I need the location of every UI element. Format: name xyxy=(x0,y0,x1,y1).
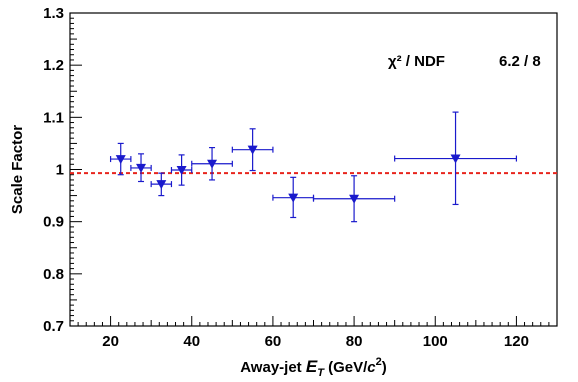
x-axis-title-unit-close: ) xyxy=(382,359,387,376)
x-axis-title-subscript: T xyxy=(317,367,325,379)
x-tick-label: 20 xyxy=(102,333,119,350)
data-point xyxy=(312,175,396,223)
data-points xyxy=(109,111,518,223)
y-tick-label: 1 xyxy=(56,162,64,179)
triangle-marker xyxy=(247,145,258,155)
triangle-marker xyxy=(156,180,167,190)
x-axis-title-prefix: Away-jet xyxy=(240,359,306,376)
y-tick-label: 1.2 xyxy=(43,57,64,74)
triangle-marker xyxy=(136,163,147,173)
x-axis-title-unit-variable: c xyxy=(367,359,376,376)
data-point xyxy=(191,146,233,181)
data-point xyxy=(130,153,152,183)
x-axis-title-variable: E xyxy=(306,357,318,376)
data-point xyxy=(231,128,274,172)
triangle-marker xyxy=(349,194,360,204)
chi2-ndf-value: 6.2 / 8 xyxy=(499,53,541,70)
triangle-marker xyxy=(450,154,461,164)
axis-tick-labels: 20 40 60 80 100 120 0.7 0.8 0.9 1 1.1 1.2 1.3 xyxy=(43,5,529,350)
data-point xyxy=(272,176,315,219)
x-tick-label: 40 xyxy=(183,333,200,350)
data-point xyxy=(394,111,518,206)
triangle-marker xyxy=(176,166,187,176)
data-point xyxy=(170,154,193,186)
x-axis-title-unit-open: (GeV/ xyxy=(324,359,368,376)
triangle-marker xyxy=(115,155,126,165)
x-tick-label: 60 xyxy=(265,333,282,350)
y-tick-label: 0.9 xyxy=(43,214,64,231)
y-tick-label: 0.7 xyxy=(43,318,64,335)
triangle-marker xyxy=(288,193,299,203)
x-axis-title: Away-jet ET (GeV/c2) xyxy=(240,356,387,379)
x-axis-title-unit-superscript: 2 xyxy=(376,356,382,368)
x-tick-label: 120 xyxy=(504,333,529,350)
y-axis-title: Scale Factor xyxy=(9,125,26,214)
plot-frame xyxy=(69,12,558,327)
x-tick-label: 100 xyxy=(423,333,448,350)
triangle-marker xyxy=(207,159,218,169)
y-tick-label: 0.8 xyxy=(43,266,64,283)
chi2-ndf-label: χ² / NDF xyxy=(388,53,445,70)
data-point xyxy=(109,142,132,176)
data-point xyxy=(150,172,173,197)
y-tick-label: 1.1 xyxy=(43,109,64,126)
plot-frame-group xyxy=(69,12,558,327)
axis-ticks xyxy=(69,12,558,327)
x-tick-label: 80 xyxy=(346,333,363,350)
y-tick-label: 1.3 xyxy=(43,5,64,22)
